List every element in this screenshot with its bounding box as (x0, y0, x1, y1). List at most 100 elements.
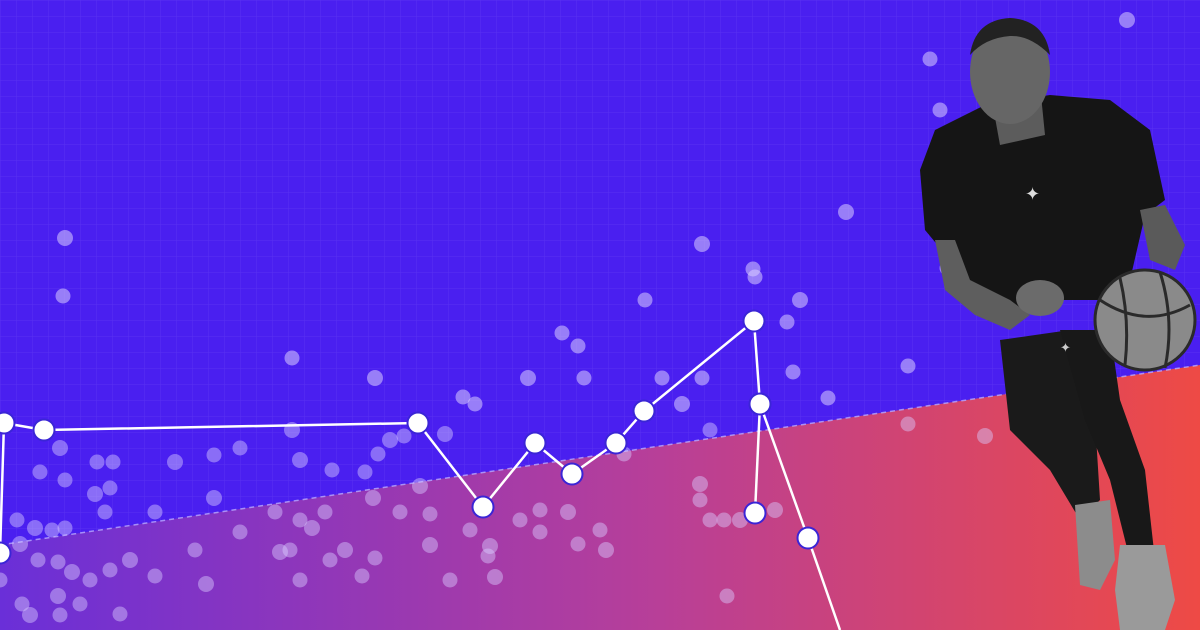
scatter-dot (292, 512, 308, 528)
scatter-dot (370, 446, 386, 462)
player-hair (970, 18, 1050, 55)
scatter-dot (82, 572, 98, 588)
jumpman-logo-shorts-icon: ✦ (1060, 341, 1071, 356)
player-jersey (920, 95, 1165, 320)
scatter-dot (102, 562, 118, 578)
scatter-dot (462, 522, 478, 538)
scatter-dot (598, 542, 614, 558)
scatter-dot (422, 537, 438, 553)
scatter-dot (532, 524, 548, 540)
scatter-dot (9, 512, 25, 528)
scatter-dot (792, 292, 808, 308)
scatter-dot (206, 447, 222, 463)
scatter-dot (102, 480, 118, 496)
scatter-dot (637, 292, 653, 308)
line-series-spur (753, 403, 762, 514)
scatter-dot (57, 472, 73, 488)
scatter-dot (198, 576, 214, 592)
line-node (604, 431, 628, 455)
basketball-icon (1093, 268, 1197, 372)
player-right-shoe (1115, 545, 1175, 630)
scatter-dot (354, 568, 370, 584)
scatter-dot (367, 370, 383, 386)
player-head (970, 20, 1050, 124)
scatter-dot (52, 440, 68, 456)
scatter-dot (324, 462, 340, 478)
scatter-dot (337, 542, 353, 558)
scatter-dot (112, 606, 128, 622)
line-nodes (0, 309, 820, 565)
scatter-dot (64, 564, 80, 580)
basketball-seam (1099, 271, 1191, 369)
scatter-dot (767, 502, 783, 518)
scatter-dot (692, 492, 708, 508)
scatter-dot (422, 506, 438, 522)
scatter-dot (692, 476, 708, 492)
scatter-dot (482, 538, 498, 554)
line-node (0, 411, 16, 435)
scatter-dot (838, 204, 854, 220)
scatter-dot (512, 512, 528, 528)
scatter-dot (292, 572, 308, 588)
scatter-dot (232, 440, 248, 456)
scatter-dot (480, 548, 496, 564)
scatter-dot (232, 524, 248, 540)
scatter-dot (455, 389, 471, 405)
scatter-dot (747, 269, 763, 285)
scatter-dot (72, 596, 88, 612)
scatter-dot (576, 370, 592, 386)
scatter-dot (392, 504, 408, 520)
scatter-dot (532, 502, 548, 518)
line-node (748, 392, 772, 416)
line-node (471, 495, 495, 519)
scatter-dot (357, 464, 373, 480)
scatter-dot (694, 236, 710, 252)
scatter-dot (900, 416, 916, 432)
scatter-dot (30, 552, 46, 568)
scatter-dot (412, 478, 428, 494)
scatter-dot (50, 554, 66, 570)
scatter-dot (570, 536, 586, 552)
scatter-dots (0, 12, 1135, 623)
player-left-shoe (1075, 500, 1115, 590)
scatter-dot (467, 396, 483, 412)
jumpman-logo-icon: ✦ (1025, 184, 1040, 205)
scatter-dot (44, 522, 60, 538)
line-node (560, 462, 584, 486)
line-node (0, 541, 12, 565)
scatter-dot (367, 550, 383, 566)
scatter-dot (922, 51, 938, 67)
scatter-dot (97, 504, 113, 520)
line-node (632, 399, 656, 423)
scatter-dot (22, 607, 38, 623)
scatter-dot (396, 428, 412, 444)
scatter-dot (55, 288, 71, 304)
player-left-arm (935, 240, 1030, 330)
gradient-region (0, 365, 1200, 630)
scatter-dot (382, 432, 398, 448)
scatter-dot (167, 454, 183, 470)
scatter-dot (105, 454, 121, 470)
scatter-dot (304, 520, 320, 536)
scatter-dot (57, 520, 73, 536)
scatter-dot (702, 512, 718, 528)
scatter-dot (977, 428, 993, 444)
scatter-dot (187, 542, 203, 558)
scatter-dot (284, 350, 300, 366)
scatter-dot (779, 314, 795, 330)
player-right-leg (1060, 330, 1155, 560)
player-hands (1016, 280, 1064, 316)
scatter-dot (147, 568, 163, 584)
basketball-player: ✦ ✦ (920, 18, 1197, 630)
line-node (742, 309, 766, 333)
line-node (796, 526, 820, 550)
scatter-dot (716, 512, 732, 528)
line-node (743, 501, 767, 525)
scatter-dot (570, 338, 586, 354)
scatter-dot (1119, 12, 1135, 28)
scatter-dot (785, 364, 801, 380)
scatter-dot (317, 504, 333, 520)
scatter-dot (89, 454, 105, 470)
scatter-dot (702, 422, 718, 438)
scatter-dot (12, 536, 28, 552)
